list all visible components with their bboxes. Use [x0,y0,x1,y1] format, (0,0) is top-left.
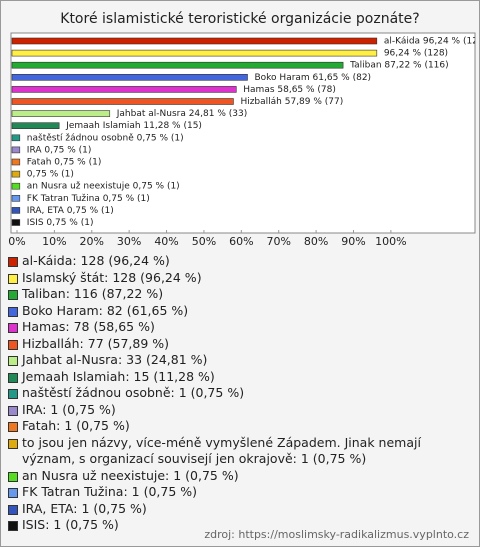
bar [11,134,21,142]
legend-label: IRA: 1 (0,75 %) [22,401,116,417]
legend-label: naštěstí žádnou osobně: 1 (0,75 %) [22,385,245,400]
legend-swatch [8,438,18,449]
legend-swatch [8,389,18,399]
bar [11,207,21,214]
legend-swatch [8,405,18,416]
legend-swatch [8,290,18,300]
bar [11,158,21,166]
bar [11,182,21,190]
bar [11,110,111,117]
legend: al-Káida: 128 (96,24 %) Islamský štát: 12… [8,253,470,534]
legend-label: al-Káida: 128 (96,24 %) [22,253,170,268]
legend-item: Islamský štát: 128 (96,24 %) [8,270,470,287]
legend-item: an Nusra už neexistuje: 1 (0,75 %) [8,468,470,485]
x-tick-label: 20% [80,235,104,248]
bar-label: FK Tatran Tužina 0,75 % (1) [27,194,150,204]
legend-item: Jemaah Islamiah: 15 (11,28 %) [8,369,470,386]
x-tick-label: 90% [341,235,365,248]
bar-label: al-Káida 96,24 % (128) [384,37,479,47]
x-tick-label: 80% [304,235,328,248]
x-tick-label: 100% [375,235,406,248]
x-tick-label: 50% [192,235,216,248]
bar-label: Jemaah Islamiah 11,28 % (15) [65,121,202,131]
legend-item: al-Káida: 128 (96,24 %) [8,253,470,270]
bar [11,219,21,226]
bar-label: Boko Haram 61,65 % (82) [254,73,371,83]
legend-label: Taliban: 116 (87,22 %) [22,286,164,301]
x-tick-label: 70% [266,235,290,248]
bar-label: Taliban 87,22 % (116) [349,61,449,71]
legend-swatch [8,488,18,498]
bar [11,195,21,202]
legend-swatch [8,471,18,482]
legend-item: naštěstí žádnou osobně: 1 (0,75 %) [8,385,470,402]
legend-item: Taliban: 116 (87,22 %) [8,286,470,303]
legend-swatch [8,521,18,531]
bar-label: ISIS 0,75 % (1) [27,218,94,228]
legend-item: to jsou jen názvy, více-méně vymyšlené Z… [8,435,470,468]
legend-label: IRA, ETA: 1 (0,75 %) [22,500,147,516]
bar [11,74,248,81]
bar-label: Fatah 0,75 % (1) [27,158,102,168]
bars: al-Káida 96,24 % (128) 96,24 % (128) Talib… [11,37,479,228]
bar [11,37,378,45]
bar-label: Hamas 58,65 % (78) [243,85,336,95]
legend-label: an Nusra už neexistuje: 1 (0,75 %) [22,467,239,483]
bar-label: IRA 0,75 % (1) [27,145,92,155]
x-tick-label: 40% [154,235,178,248]
legend-item: IRA, ETA: 1 (0,75 %) [8,501,470,518]
legend-swatch [8,422,18,432]
legend-item: Hizballáh: 77 (57,89 %) [8,336,470,353]
legend-label: Islamský štát: 128 (96,24 %) [22,269,202,285]
legend-label: Jemaah Islamiah: 15 (11,28 %) [22,368,215,384]
legend-swatch [8,306,18,317]
legend-label: Jahbat al-Nusra: 33 (24,81 %) [22,352,208,367]
legend-swatch [8,273,18,284]
bar [11,122,60,129]
chart: Ktoré islamistické teroristické organizá… [8,11,479,248]
x-tick-label: 60% [229,235,253,248]
legend-item: IRA: 1 (0,75 %) [8,402,470,419]
legend-swatch [8,356,18,366]
chart-title: Ktoré islamistické teroristické organizá… [60,11,419,27]
legend-item: Hamas: 78 (58,65 %) [8,319,470,336]
legend-label: FK Tatran Tužina: 1 (0,75 %) [22,484,198,499]
legend-item: ISIS: 1 (0,75 %) [8,517,470,534]
bar-label: Hizballáh 57,89 % (77) [240,97,343,107]
legend-label: Boko Haram: 82 (61,65 %) [22,302,189,318]
legend-item: Jahbat al-Nusra: 33 (24,81 %) [8,352,470,369]
bar [11,86,237,93]
bar [11,98,234,105]
bar-label: IRA, ETA 0,75 % (1) [27,206,114,216]
legend-item: FK Tatran Tužina: 1 (0,75 %) [8,484,470,501]
legend-label: to jsou jen názvy, více-méně vymyšlené Z… [22,434,421,467]
legend-item: Fatah: 1 (0,75 %) [8,418,470,435]
x-tick-label: 0% [8,235,25,248]
bar-label: 96,24 % (128) [384,49,448,59]
legend-label: Hizballáh: 77 (57,89 %) [22,335,170,351]
legend-swatch [8,372,18,383]
legend-swatch [8,339,18,350]
x-tick-label: 10% [42,235,66,248]
bar [11,146,21,154]
x-tick-label: 30% [117,235,141,248]
legend-label: Fatah: 1 (0,75 %) [22,418,130,433]
legend-item: Boko Haram: 82 (61,65 %) [8,303,470,320]
source: zdroj: https://moslimsky-radikalizmus.vy… [204,528,469,541]
bar [11,61,344,69]
legend-swatch [8,257,18,267]
bar-label: naštěstí žádnou osobně 0,75 % (1) [27,132,184,143]
bar-label: an Nusra už neexistuje 0,75 % (1) [27,182,180,192]
legend-label: ISIS: 1 (0,75 %) [22,517,119,532]
legend-swatch [8,504,18,515]
bar-label: Jahbat al-Nusra 24,81 % (33) [116,109,247,119]
bar [11,49,378,57]
legend-swatch [8,323,18,333]
legend-label: Hamas: 78 (58,65 %) [22,319,155,334]
bar-label: 0,75 % (1) [27,170,74,180]
bar [11,170,21,178]
